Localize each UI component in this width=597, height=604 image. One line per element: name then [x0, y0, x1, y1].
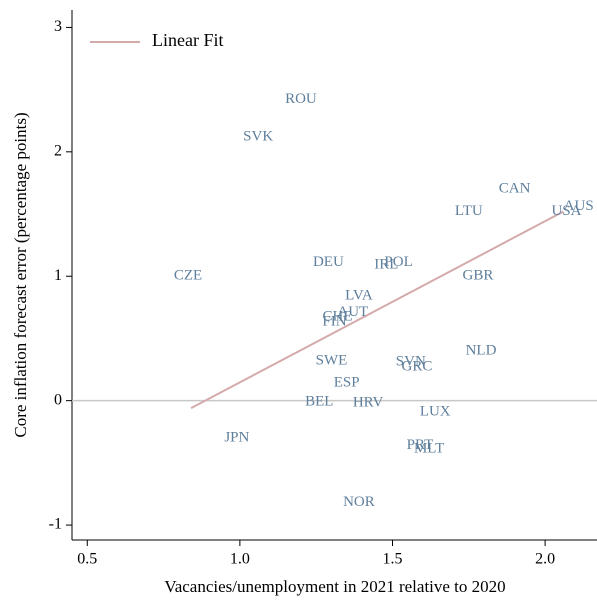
y-tick-label: 1	[54, 267, 62, 284]
point-label: SVK	[243, 128, 273, 144]
point-label: SVN	[396, 354, 426, 370]
point-label: MLT	[414, 441, 444, 457]
fit-line	[190, 210, 564, 410]
x-axis-label: Vacancies/unemployment in 2021 relative …	[164, 577, 505, 596]
y-tick-label: 0	[54, 391, 62, 408]
point-label: LTU	[455, 203, 483, 219]
point-label: FIN	[322, 314, 346, 330]
legend-label: Linear Fit	[152, 30, 223, 50]
point-label: DEU	[313, 254, 344, 270]
point-label: CZE	[174, 268, 202, 284]
y-axis-label: Core inflation forecast error (percentag…	[11, 112, 30, 437]
point-label: IRL	[374, 256, 398, 272]
point-label: ESP	[334, 375, 360, 391]
point-label: AUT	[337, 304, 368, 320]
point-label: NLD	[466, 342, 497, 358]
point-label: AUS	[564, 198, 594, 214]
y-tick-label: -1	[49, 516, 62, 533]
point-label: CAN	[499, 181, 531, 197]
x-tick-label: 2.0	[535, 551, 555, 568]
point-label: JPN	[224, 429, 249, 445]
point-label: SWE	[316, 352, 348, 368]
point-label: CHE	[323, 309, 353, 325]
y-tick-label: 3	[54, 18, 62, 35]
point-label: POL	[384, 254, 412, 270]
point-label: USA	[551, 203, 581, 219]
point-label: LVA	[345, 288, 373, 304]
point-label: PRT	[407, 437, 434, 453]
x-tick-label: 0.5	[77, 551, 97, 568]
point-label: LUX	[420, 403, 451, 419]
x-tick-label: 1.5	[382, 551, 402, 568]
y-tick-label: 2	[54, 143, 62, 160]
point-label: HRV	[353, 395, 384, 411]
point-label: ROU	[285, 91, 317, 107]
point-label: NOR	[343, 494, 375, 510]
x-tick-label: 1.0	[230, 551, 250, 568]
point-label: GRC	[401, 359, 432, 375]
point-label: GBR	[463, 268, 494, 284]
point-label: BEL	[305, 393, 333, 409]
